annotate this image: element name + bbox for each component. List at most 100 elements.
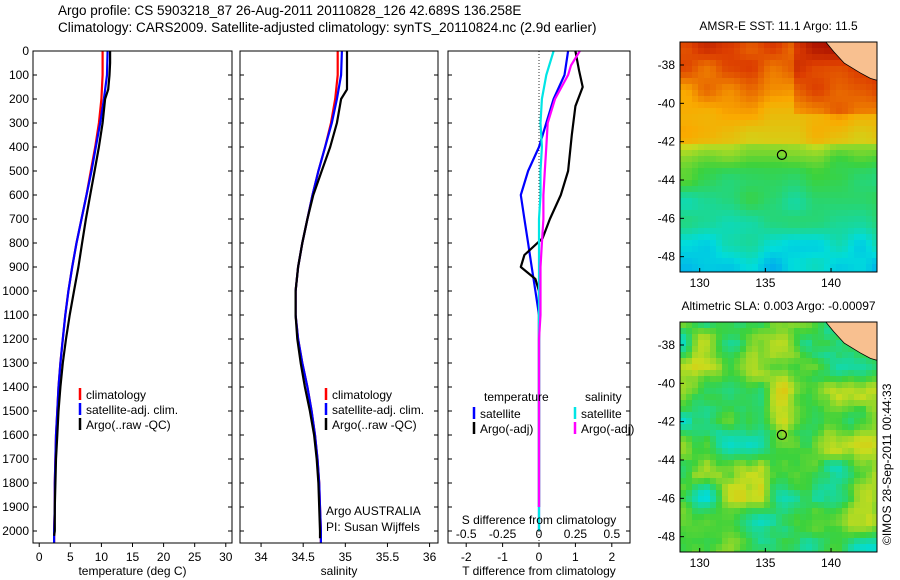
map-cell [740,264,746,270]
map-cell [788,406,794,412]
map-cell [734,406,740,412]
map-cell [848,252,854,258]
map-cell [788,538,794,544]
map-cell [734,204,740,210]
map-cell [830,270,836,272]
map-cell [836,84,842,90]
map-cell [752,364,758,370]
map-cell [704,228,710,234]
map-cell [716,168,722,174]
map-cell [728,460,734,466]
map-cell [812,370,818,376]
map-cell [770,370,776,376]
map-cell [752,352,758,358]
map-cell [692,120,698,126]
map-cell [836,210,842,216]
map-cell [788,228,794,234]
map-cell [734,376,740,382]
map-cell [806,418,812,424]
map-cell [788,418,794,424]
map-cell [776,84,782,90]
map-cell [752,174,758,180]
map-cell [776,394,782,400]
map-cell [788,216,794,222]
map-cell [848,442,854,448]
map-cell [806,42,812,48]
map-cell [860,508,866,514]
map-cell [728,144,734,150]
map-cell [800,66,806,72]
map-cell [758,376,764,382]
map-cell [812,538,818,544]
map-cell [800,84,806,90]
map-cell [854,358,860,364]
map-cell [752,156,758,162]
map-cell [836,252,842,258]
map-cell [848,532,854,538]
map-cell [692,538,698,544]
map-cell [866,538,872,544]
map-cell [800,532,806,538]
map-cell [782,264,788,270]
map-cell [860,496,866,502]
map-cell [716,544,722,550]
map-cell [788,198,794,204]
map-cell [830,228,836,234]
map-cell [746,258,752,264]
x-tick-label: 10 [95,550,109,564]
map-cell [704,54,710,60]
map-cell [770,90,776,96]
map-cell [806,454,812,460]
map-cell [698,520,704,526]
map-cell [854,90,860,96]
map-cell [848,120,854,126]
map-cell [830,400,836,406]
map-cell [722,466,728,472]
top-tick-label: 0 [536,527,543,541]
map-cell [758,496,764,502]
map-cell [782,484,788,490]
map-cell [698,388,704,394]
map-cell [752,418,758,424]
map-cell [842,394,848,400]
map-cell [788,174,794,180]
map-cell [704,328,710,334]
map-cell [854,210,860,216]
map-cell [806,466,812,472]
map-cell [758,54,764,60]
map-cell [782,138,788,144]
map-cell [800,234,806,240]
map-cell [776,346,782,352]
map-cell [800,400,806,406]
map-cell [818,436,824,442]
map-cell [758,454,764,460]
map-cell [770,442,776,448]
map-cell [728,466,734,472]
map-cell [692,400,698,406]
map-cell [698,204,704,210]
map-cell [794,90,800,96]
map-cell [764,448,770,454]
map-cell [848,114,854,120]
map-cell [770,228,776,234]
map-cell [746,520,752,526]
map-cell [806,472,812,478]
map-cell [692,84,698,90]
map-cell [704,490,710,496]
map-cell [734,258,740,264]
map-cell [794,514,800,520]
map-cell [848,352,854,358]
map-cell [680,174,686,180]
map-cell [842,138,848,144]
map-cell [686,90,692,96]
map-cell [794,334,800,340]
map-cell [734,448,740,454]
map-cell [842,526,848,532]
map-cell [860,478,866,484]
map-cell [680,66,686,72]
map-cell [872,364,877,370]
map-cell [800,496,806,502]
map-cell [824,126,830,132]
map-cell [686,120,692,126]
map-cell [698,358,704,364]
